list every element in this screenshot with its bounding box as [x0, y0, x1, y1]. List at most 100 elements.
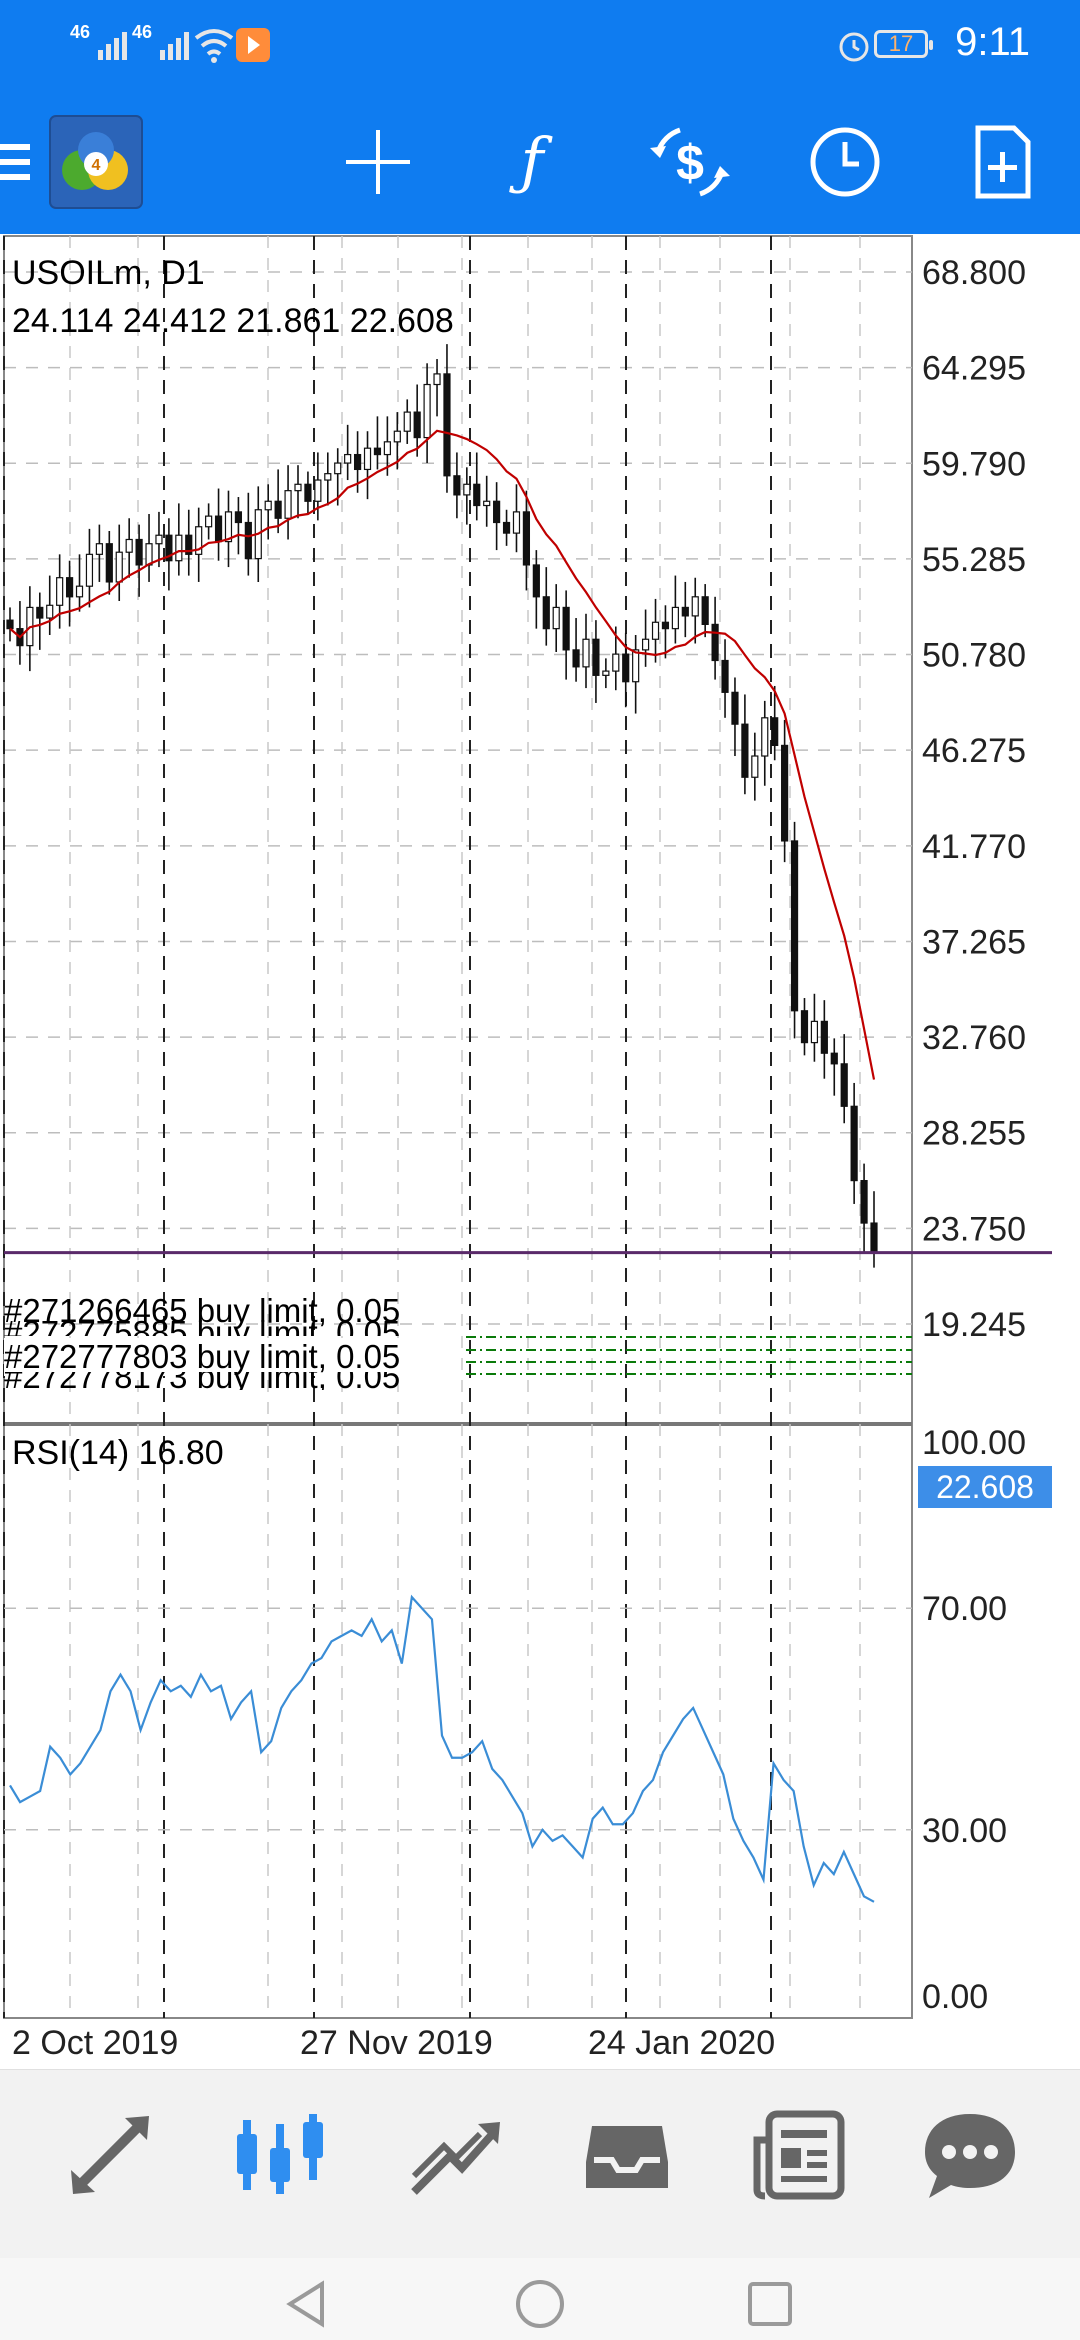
menu-icon[interactable] [0, 112, 40, 212]
candle-body [790, 840, 799, 1012]
candle-body [155, 534, 163, 545]
date-axis-label: 2 Oct 2019 [12, 2024, 178, 2062]
price-axis-label: 59.790 [922, 445, 1026, 483]
candle-body [234, 511, 243, 524]
candle-body [95, 543, 103, 555]
current-price-tag: 22.608 [918, 1465, 1052, 1508]
candle-body [572, 649, 580, 668]
candle-body [344, 453, 352, 464]
back-icon[interactable] [280, 2276, 336, 2332]
price-axis-label: 19.245 [922, 1306, 1026, 1344]
candle-body [403, 411, 411, 432]
order-label-4[interactable]: #272778173 buy limit, 0.05 [4, 1372, 400, 1390]
candle-body [135, 538, 143, 566]
candle-body [483, 500, 491, 507]
candle-body [115, 551, 123, 583]
chart-area[interactable]: 68.800 64.295 59.790 55.285 50.780 46.275 41.7… [0, 234, 1080, 2069]
candle-body [552, 606, 560, 630]
system-navigation-bar [0, 2258, 1080, 2340]
candle-body [75, 585, 84, 598]
rsi-axis-label: 100.00 [922, 1424, 1026, 1462]
rsi-axis-label: 0.00 [922, 1978, 988, 2016]
quotes-icon[interactable] [55, 2100, 165, 2210]
signal-icon [98, 32, 127, 60]
candle-body [224, 511, 233, 543]
candle-body [522, 511, 531, 566]
candle-body [870, 1222, 878, 1254]
candle-body [582, 638, 590, 668]
candle-body [542, 596, 550, 630]
wifi-icon [194, 29, 234, 63]
plot-frame [3, 235, 913, 2019]
recents-icon[interactable] [742, 2276, 798, 2332]
candle-body [493, 500, 501, 524]
date-axis-label: 24 Jan 2020 [588, 2024, 775, 2062]
candle-body [532, 564, 540, 598]
candle-body [850, 1105, 858, 1182]
order-label-1[interactable]: #271266465 buy limit, 0.05 [4, 1292, 401, 1329]
candle-body [751, 755, 759, 778]
candle-body [363, 447, 372, 471]
ohlc-label: 24.114 24.412 21.861 22.608 [12, 302, 454, 340]
new-order-icon[interactable] [952, 112, 1052, 212]
price-axis-label: 23.750 [922, 1210, 1026, 1248]
candle-body [602, 670, 610, 676]
signal-label-2: 46 [132, 22, 153, 42]
crosshair-icon[interactable] [328, 112, 428, 212]
candle-body [691, 596, 699, 617]
candle-body [65, 577, 74, 598]
order-label-3[interactable]: #272777803 buy limit, 0.05 [4, 1338, 401, 1376]
chart-canvas[interactable]: 68.800 64.295 59.790 55.285 50.780 46.275 41.7… [0, 234, 1080, 2069]
candle-body [453, 475, 461, 496]
chat-tab-icon[interactable] [915, 2100, 1025, 2210]
candle-body [244, 521, 252, 560]
rsi-label: RSI(14) 16.80 [12, 1434, 224, 1472]
candle-body [473, 483, 481, 507]
price-axis-label: 50.780 [922, 637, 1026, 675]
candle-body [423, 383, 431, 439]
svg-text:ƒ: ƒ [509, 124, 554, 197]
candle-body [125, 538, 133, 553]
candle-body [165, 534, 173, 562]
trade-tab-icon[interactable] [400, 2100, 510, 2210]
alarm-icon [839, 32, 869, 62]
candle-body [860, 1179, 868, 1224]
candle-body [721, 659, 729, 693]
candle-body [214, 515, 223, 543]
history-tab-icon[interactable] [572, 2100, 682, 2210]
candle-body [105, 543, 113, 583]
price-axis-label: 41.770 [922, 828, 1026, 866]
candle-body [443, 373, 451, 477]
candle-body [373, 447, 382, 456]
candle-body [145, 543, 153, 566]
chart-tab-icon[interactable] [225, 2100, 335, 2210]
clock-icon[interactable] [795, 112, 895, 212]
candle-body [413, 411, 421, 439]
candle-body [433, 373, 441, 386]
candle-body [800, 1010, 809, 1044]
function-icon[interactable]: ƒ [482, 112, 582, 212]
svg-text:4: 4 [92, 157, 101, 174]
candle-body [651, 621, 660, 640]
price-axis-label: 68.800 [922, 254, 1026, 292]
candle-body [632, 649, 640, 683]
news-tab-icon[interactable] [745, 2100, 855, 2210]
rsi-axis-label: 30.00 [922, 1812, 1007, 1850]
order-label-2[interactable]: #272775885 buy limit, 0.05 [4, 1314, 401, 1336]
price-axis-label: 64.295 [922, 350, 1026, 388]
candle-body [810, 1020, 819, 1044]
candle-body [314, 479, 322, 502]
app-logo[interactable]: 4 [48, 114, 144, 210]
candle-body [6, 619, 14, 630]
candle-body [353, 453, 362, 471]
candle-body [264, 500, 272, 511]
bottom-navigation [0, 2069, 1080, 2259]
candle-body [46, 604, 54, 619]
candle-body [36, 606, 44, 619]
candle-body [284, 490, 292, 519]
price-axis-label: 55.285 [922, 541, 1026, 579]
candle-body [294, 483, 302, 492]
trade-icon[interactable]: $ [640, 112, 740, 212]
candle-body [830, 1052, 838, 1065]
home-icon[interactable] [512, 2276, 568, 2332]
